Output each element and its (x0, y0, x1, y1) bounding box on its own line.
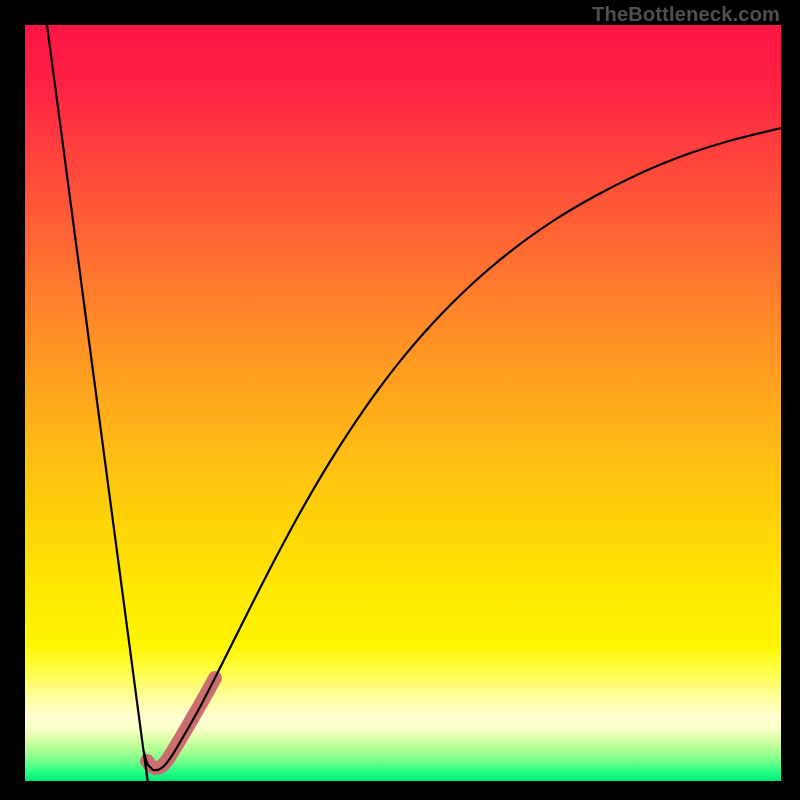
plot-area (25, 25, 781, 781)
watermark-text: TheBottleneck.com (592, 4, 780, 27)
bottleneck-curve (47, 25, 781, 781)
chart-container: TheBottleneck.com (0, 0, 800, 800)
highlight-segment (147, 678, 215, 768)
curves-layer (25, 25, 781, 781)
